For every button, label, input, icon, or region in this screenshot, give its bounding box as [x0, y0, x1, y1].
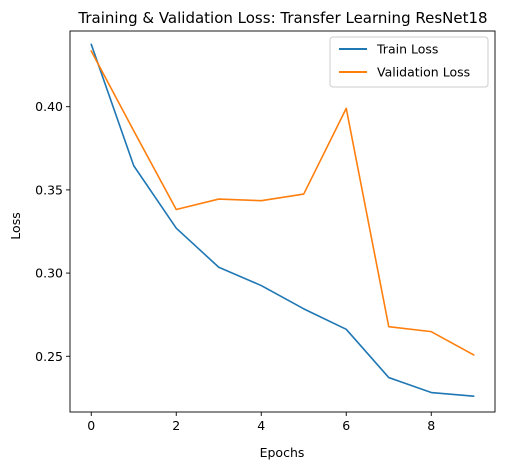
- x-axis-label: Epochs: [260, 445, 305, 460]
- y-axis-label: Loss: [8, 212, 23, 239]
- legend-box: [329, 36, 489, 88]
- y-tick-label: 0.35: [35, 182, 63, 197]
- legend-label-validation-loss: Validation Loss: [377, 65, 470, 80]
- x-tick-label: 6: [342, 418, 350, 433]
- legend: Train Loss Validation Loss: [329, 36, 489, 88]
- x-tick-label: 0: [87, 418, 95, 433]
- legend-label-train-loss: Train Loss: [376, 42, 438, 57]
- x-tick-label: 4: [257, 418, 265, 433]
- y-tick-label: 0.25: [35, 349, 63, 364]
- plot-area: [69, 30, 496, 413]
- series-line-validation-loss: [90, 50, 475, 356]
- y-tick-label: 0.30: [35, 266, 63, 281]
- y-tick-label: 0.40: [35, 99, 63, 114]
- x-tick-label: 2: [172, 418, 180, 433]
- series-lines: [90, 43, 475, 397]
- chart-title: Training & Validation Loss: Transfer Lea…: [77, 9, 487, 27]
- x-tick-label: 8: [427, 418, 435, 433]
- y-axis-ticks: 0.25 0.30 0.35 0.40: [35, 99, 70, 364]
- series-line-train-loss: [90, 43, 475, 397]
- x-axis-ticks: 0 2 4 6 8: [87, 412, 435, 433]
